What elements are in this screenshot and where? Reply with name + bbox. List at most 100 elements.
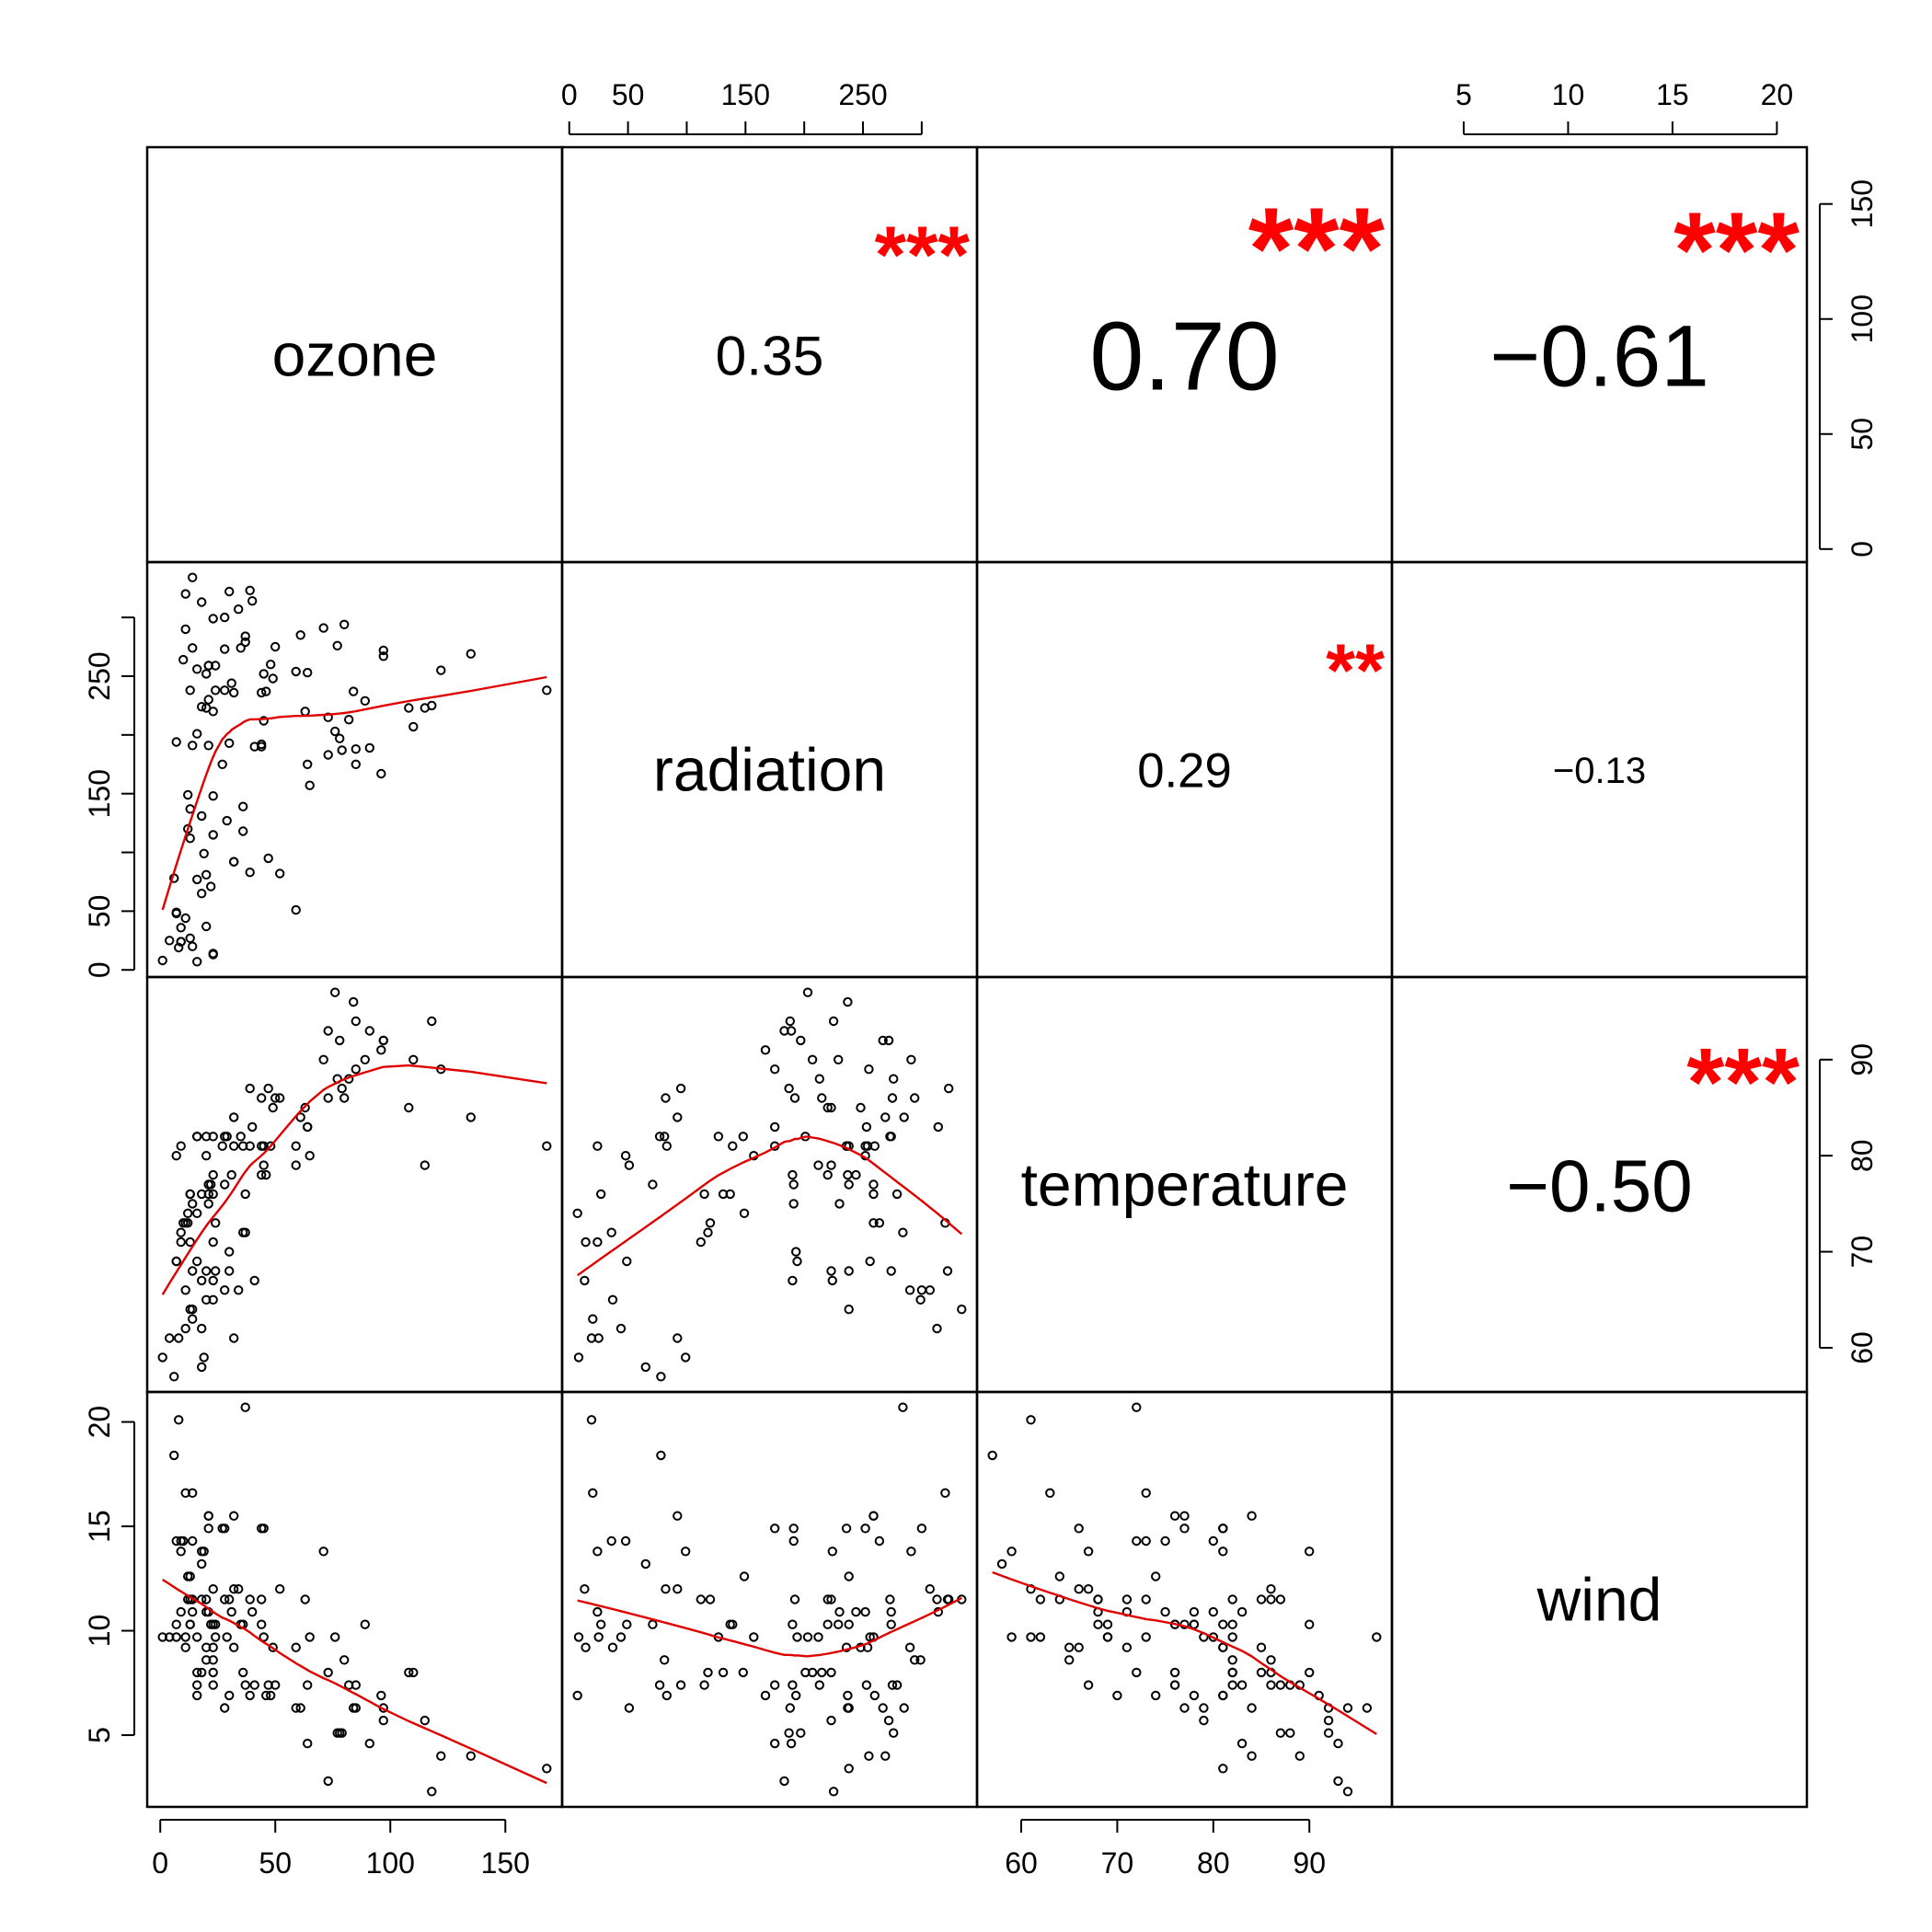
data-point xyxy=(339,1655,350,1665)
data-point xyxy=(245,1083,255,1094)
data-point xyxy=(188,1314,198,1324)
data-point xyxy=(192,729,202,739)
significance-stars: ** xyxy=(1326,629,1385,713)
data-point xyxy=(197,1547,207,1557)
data-point xyxy=(944,1083,954,1094)
data-point xyxy=(229,1333,239,1343)
data-point xyxy=(792,1632,802,1642)
correlation-value: −0.61 xyxy=(1489,307,1709,404)
data-point xyxy=(607,1294,618,1305)
data-point xyxy=(703,1667,713,1678)
data-point xyxy=(843,996,853,1007)
tick-label: 10 xyxy=(1552,78,1585,111)
data-point xyxy=(201,869,212,880)
data-point xyxy=(247,1121,258,1133)
data-point xyxy=(245,1690,255,1701)
data-point xyxy=(713,1132,724,1142)
data-point xyxy=(933,1121,943,1133)
data-point xyxy=(323,1667,333,1678)
data-point xyxy=(249,1680,259,1690)
data-point xyxy=(1218,1524,1228,1534)
tick-label: 250 xyxy=(838,78,887,111)
data-point xyxy=(1342,1787,1353,1797)
tick-label: 50 xyxy=(612,78,645,111)
tick-label: 50 xyxy=(83,895,116,928)
data-point xyxy=(648,1619,658,1629)
data-point xyxy=(220,1285,230,1295)
tick-label: 5 xyxy=(1455,78,1472,111)
data-point xyxy=(266,1690,276,1701)
data-point xyxy=(844,1266,854,1276)
data-point xyxy=(791,1247,801,1257)
data-point xyxy=(171,737,181,747)
data-point xyxy=(404,1102,414,1113)
tick-label: 60 xyxy=(1846,1331,1879,1364)
data-point xyxy=(344,1680,354,1690)
data-point xyxy=(349,686,359,696)
data-point xyxy=(844,1703,854,1713)
data-point xyxy=(1227,1619,1237,1629)
data-point xyxy=(197,1667,207,1678)
data-point xyxy=(1141,1594,1151,1604)
data-point xyxy=(615,1632,627,1642)
data-point xyxy=(275,1093,285,1103)
data-point xyxy=(572,1690,582,1701)
data-point xyxy=(880,1112,891,1122)
data-point xyxy=(261,1169,271,1180)
data-point xyxy=(229,1511,239,1521)
data-point xyxy=(339,1093,350,1103)
data-point xyxy=(323,1026,333,1036)
data-point xyxy=(420,1160,430,1170)
data-point xyxy=(337,745,347,755)
data-point xyxy=(874,1535,885,1547)
significance-stars: *** xyxy=(1686,1029,1800,1136)
data-point xyxy=(1189,1619,1200,1629)
data-point xyxy=(640,1362,650,1373)
data-point xyxy=(229,1141,239,1151)
data-point xyxy=(822,1594,833,1604)
data-point xyxy=(886,1266,896,1276)
data-point xyxy=(675,1083,686,1094)
data-point xyxy=(335,733,345,743)
data-point xyxy=(1305,1619,1315,1629)
data-point xyxy=(681,1547,691,1557)
data-point xyxy=(1132,1402,1142,1412)
data-point xyxy=(208,1236,218,1248)
data-point xyxy=(192,1680,202,1690)
data-point xyxy=(788,1169,798,1180)
data-point xyxy=(201,1132,212,1142)
data-point xyxy=(171,1619,181,1629)
data-point xyxy=(1179,1511,1190,1521)
data-point xyxy=(240,637,250,648)
data-point xyxy=(351,744,361,754)
data-point xyxy=(229,687,239,698)
data-point xyxy=(828,1016,839,1027)
data-point xyxy=(841,1642,852,1652)
data-point xyxy=(188,643,198,653)
data-point xyxy=(291,1703,301,1713)
data-point xyxy=(1054,1571,1065,1581)
axis-right-temperature: 60 70 80 90 xyxy=(1819,1043,1879,1364)
axis-top-wind: 5 10 15 20 xyxy=(1455,78,1793,135)
data-point xyxy=(573,1352,584,1363)
data-point xyxy=(749,1632,759,1642)
data-point xyxy=(211,1619,221,1629)
tick-label: 15 xyxy=(1656,78,1689,111)
data-point xyxy=(788,1199,799,1209)
data-point xyxy=(165,1333,175,1343)
data-point xyxy=(197,597,207,607)
data-point xyxy=(208,1275,218,1286)
data-point xyxy=(197,1362,207,1373)
data-point xyxy=(788,1179,799,1190)
data-point xyxy=(192,1690,202,1701)
data-point xyxy=(869,1690,880,1701)
data-point xyxy=(827,1547,837,1557)
data-point xyxy=(789,1093,800,1103)
data-point xyxy=(844,1305,854,1315)
data-point xyxy=(1102,1632,1113,1642)
data-point xyxy=(860,1524,870,1534)
data-point xyxy=(192,1632,202,1642)
data-point xyxy=(263,853,273,864)
data-point xyxy=(813,1632,823,1642)
data-point xyxy=(542,1141,552,1151)
